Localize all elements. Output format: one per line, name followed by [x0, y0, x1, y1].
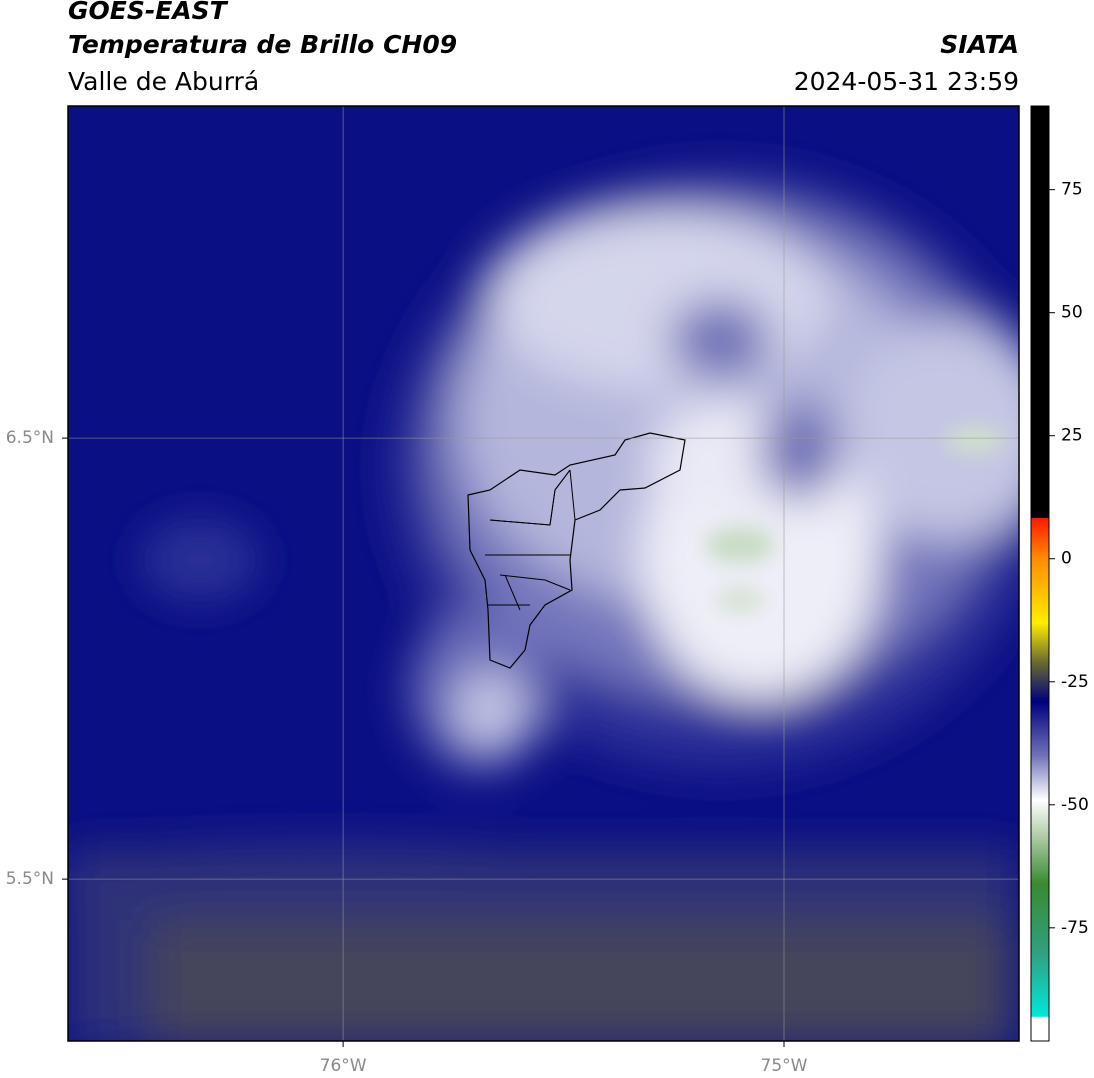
valle-de-aburra-outline [467, 432, 686, 669]
x-tick-label: 76°W [320, 1056, 367, 1076]
map-frame [67, 105, 1020, 1042]
source: SIATA [940, 30, 1019, 59]
colorbar-tick-label: 0 [1061, 549, 1072, 569]
colorbar-tick-label: -75 [1061, 918, 1089, 938]
satellite-image [68, 106, 1019, 1041]
map-grid [68, 106, 1019, 1041]
x-tick-label: 75°W [761, 1056, 808, 1076]
y-tick-label: 5.5°N [6, 869, 54, 889]
region: Valle de Aburrá [68, 67, 259, 96]
subtitle: Temperatura de Brillo CH09 [68, 30, 457, 59]
colorbar-tick-label: 50 [1061, 303, 1083, 323]
title: GOES-EAST [68, 0, 229, 25]
municipality-borders [485, 469, 576, 611]
colorbar-tick-label: -25 [1061, 672, 1089, 692]
colorbar-tick-label: -50 [1061, 795, 1089, 815]
colorbar [1030, 105, 1050, 1042]
colorbar-tick-label: 75 [1061, 180, 1083, 200]
y-tick-label: 6.5°N [6, 428, 54, 448]
colorbar-tick-label: 25 [1061, 426, 1083, 446]
datetime: 2024-05-31 23:59 [794, 67, 1019, 96]
